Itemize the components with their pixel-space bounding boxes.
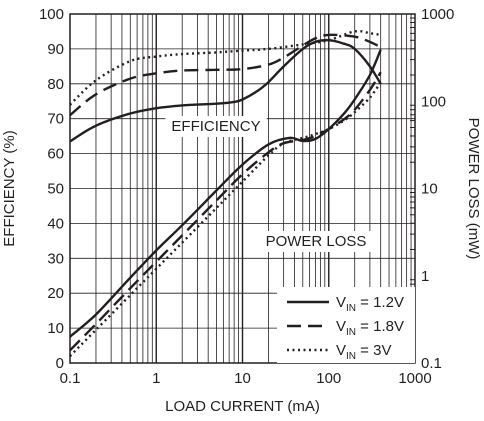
left-y-tick-label: 80 xyxy=(47,76,64,93)
left-y-tick-label: 50 xyxy=(47,181,64,198)
right-axis-ticks: 0.1 1 10 100 1000 xyxy=(410,6,454,372)
power-loss-annotation-bg xyxy=(259,231,373,252)
efficiency-series-3-dotted xyxy=(69,29,381,106)
efficiency-series-1-solid xyxy=(69,38,382,143)
efficiency-annotation: EFFICIENCY xyxy=(171,118,260,135)
x-tick-label: 100 xyxy=(316,370,341,387)
right-y-tick-label: 1000 xyxy=(421,6,454,23)
efficiency-annotation-bg xyxy=(165,116,267,137)
efficiency-series-2-dashed xyxy=(69,33,382,117)
x-tick-label: 0.1 xyxy=(60,370,81,387)
series-group xyxy=(69,29,382,357)
left-y-tick-label: 10 xyxy=(47,320,64,337)
x-axis-label: LOAD CURRENT (mA) xyxy=(165,398,320,415)
left-y-tick-label: 90 xyxy=(47,41,64,58)
right-y-axis-label: POWER LOSS (mW) xyxy=(465,118,482,260)
right-y-tick-label: 0.1 xyxy=(421,355,442,372)
x-tick-label: 1 xyxy=(152,370,160,387)
left-y-tick-label: 0 xyxy=(56,355,64,372)
right-y-tick-label: 10 xyxy=(421,181,438,198)
legend-label: VIN = 1.8V xyxy=(336,318,404,338)
x-tick-label: 10 xyxy=(234,370,251,387)
x-tick-label: 1000 xyxy=(398,370,431,387)
left-y-tick-label: 30 xyxy=(47,250,64,267)
left-y-tick-label: 60 xyxy=(47,146,64,163)
legend-label: VIN = 1.2V xyxy=(336,294,404,314)
left-axis-ticks: 0 10 20 30 40 50 60 70 80 90 100 xyxy=(39,6,64,372)
legend-label: VIN = 3V xyxy=(336,342,391,362)
left-y-tick-label: 100 xyxy=(39,6,64,23)
plot-frame xyxy=(69,13,416,364)
left-y-axis-label: EFFICIENCY (%) xyxy=(1,130,18,246)
power_loss-series-1-solid xyxy=(69,49,382,338)
right-y-tick-label: 1 xyxy=(421,268,429,285)
power_loss-series-3-dotted xyxy=(69,81,382,357)
power_loss-series-2-dashed xyxy=(69,71,382,352)
right-y-tick-label: 100 xyxy=(421,93,446,110)
left-y-tick-label: 40 xyxy=(47,215,64,232)
legend: VIN = 1.2V VIN = 1.8V VIN = 3V xyxy=(277,287,415,363)
left-y-tick-label: 70 xyxy=(47,111,64,128)
x-axis-ticks: 0.1 1 10 100 1000 xyxy=(60,370,432,387)
power-loss-annotation: POWER LOSS xyxy=(266,233,367,250)
left-y-tick-label: 20 xyxy=(47,285,64,302)
